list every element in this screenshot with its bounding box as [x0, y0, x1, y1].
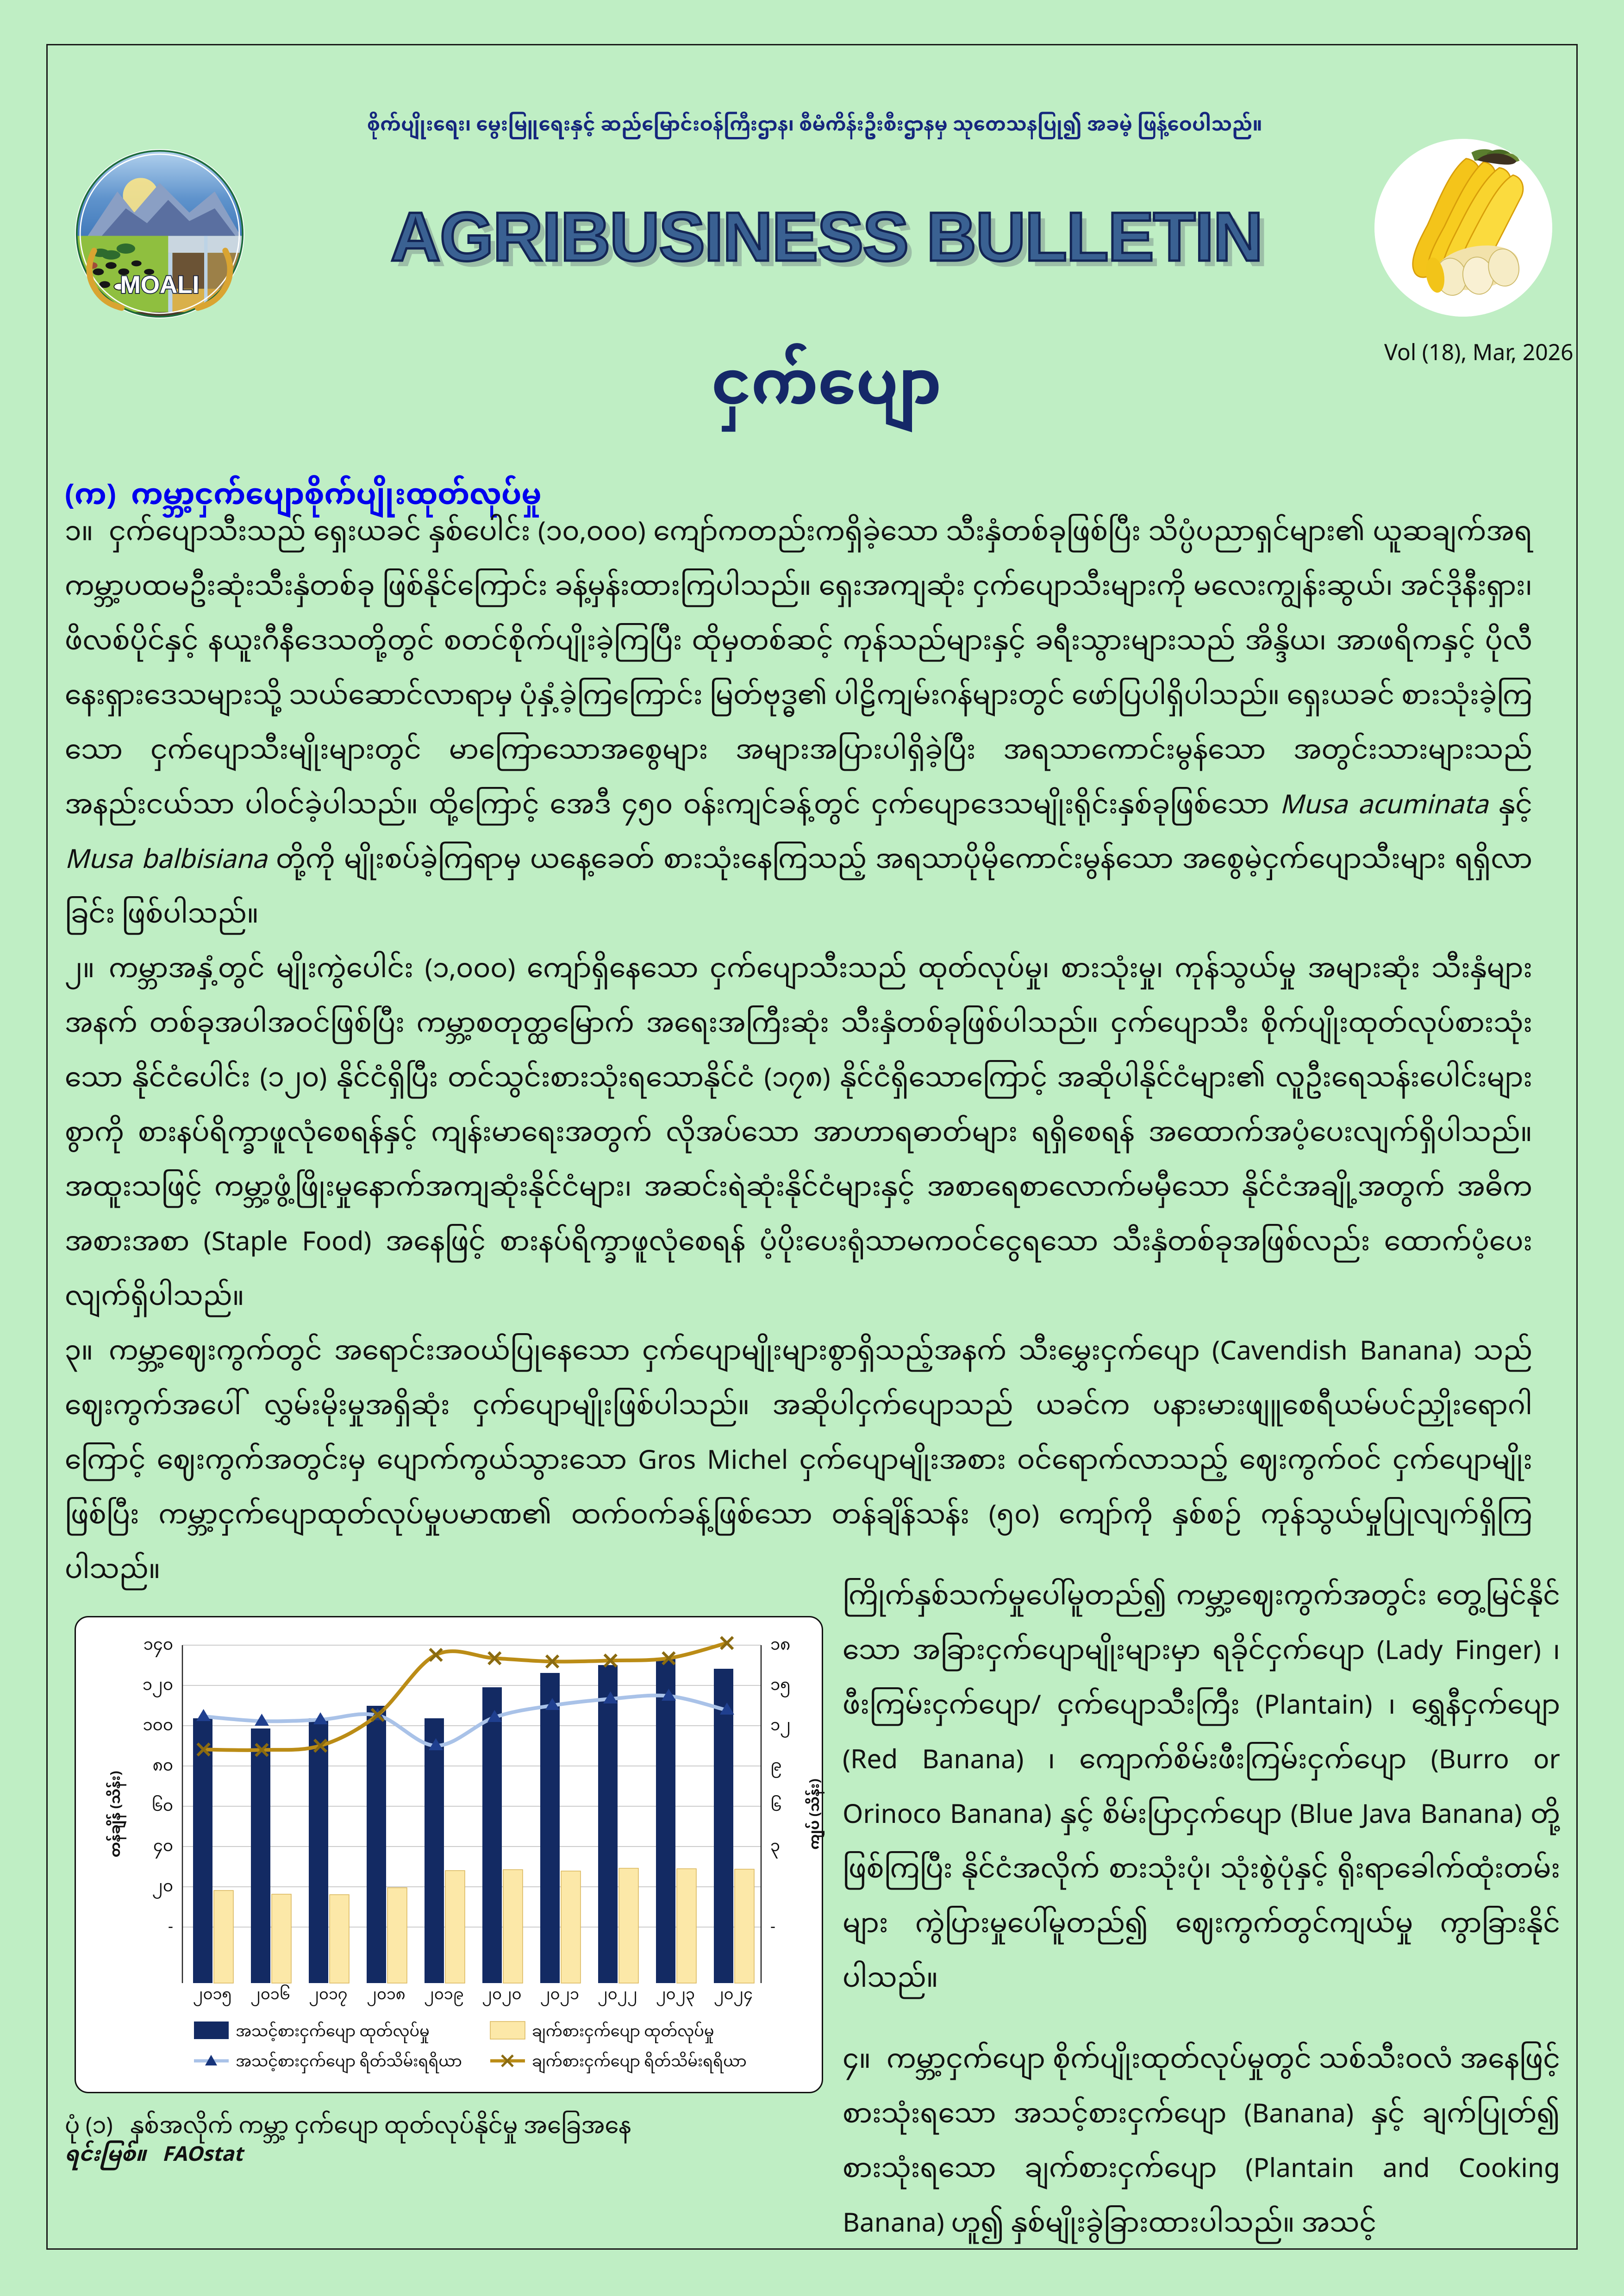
svg-text:၁၀၀: ၁၀၀	[143, 1710, 173, 1744]
svg-text:၂၀၁၅: ၂၀၁၅	[193, 1980, 232, 2012]
svg-text:ကျပ် (သိန်း): ကျပ် (သိန်း)	[800, 1778, 824, 1849]
svg-text:၁၂: ၁၂	[770, 1710, 791, 1744]
svg-text:၄၀: ၄၀	[153, 1831, 173, 1865]
svg-text:၂၀၁၉: ၂၀၁၉	[424, 1980, 463, 2012]
svg-text:-: -	[168, 1911, 173, 1946]
svg-text:တန်ချိန် (သိန်း): တန်ချိန် (သိန်း)	[101, 1771, 132, 1857]
svg-text:၆၀: ၆၀	[151, 1791, 173, 1825]
svg-text:၂၀၂၃: ၂၀၂၃	[656, 1980, 695, 2012]
svg-text:၂၀: ၂၀	[152, 1871, 173, 1905]
svg-text:၁၅: ၁၅	[770, 1670, 791, 1704]
svg-text:၂၀၁၆: ၂၀၁၆	[250, 1980, 290, 2012]
svg-text:၂၀၁၈: ၂၀၁၈	[367, 1980, 405, 2012]
svg-text:၁၂၀: ၁၂၀	[143, 1670, 173, 1704]
svg-text:၈၀: ၈၀	[153, 1750, 173, 1784]
svg-text:-: -	[770, 1911, 775, 1946]
svg-text:၆: ၆	[770, 1791, 781, 1825]
svg-text:၂၀၁၇: ၂၀၁၇	[309, 1980, 347, 2012]
svg-text:အသင့်စားငှက်ပျော ထုတ်လုပ်မှု: အသင့်စားငှက်ပျော ထုတ်လုပ်မှု	[236, 2017, 430, 2049]
svg-text:၂၀၂၄: ၂၀၂၄	[714, 1980, 753, 2012]
svg-text:၁၈: ၁၈	[770, 1629, 790, 1664]
svg-text:၃: ၃	[770, 1831, 780, 1865]
svg-text:အသင့်စားငှက်ပျော ရိတ်သိမ်းရရိယ: အသင့်စားငှက်ပျော ရိတ်သိမ်းရရိယာ	[236, 2047, 462, 2079]
svg-text:၁၄၀: ၁၄၀	[144, 1629, 173, 1664]
svg-text:၂၀၂၁: ၂၀၂၁	[540, 1980, 579, 2012]
svg-text:၂၀၂၂: ၂၀၂၂	[598, 1980, 637, 2012]
svg-text:၂၀၂၀: ၂၀၂၀	[482, 1980, 522, 2012]
svg-text:ချက်စားငှက်ပျော ရိတ်သိမ်းရရိယာ: ချက်စားငှက်ပျော ရိတ်သိမ်းရရိယာ	[532, 2047, 747, 2079]
svg-text:ချက်စားငှက်ပျော ထုတ်လုပ်မှု: ချက်စားငှက်ပျော ထုတ်လုပ်မှု	[532, 2017, 714, 2049]
svg-text:၉: ၉	[770, 1750, 781, 1784]
